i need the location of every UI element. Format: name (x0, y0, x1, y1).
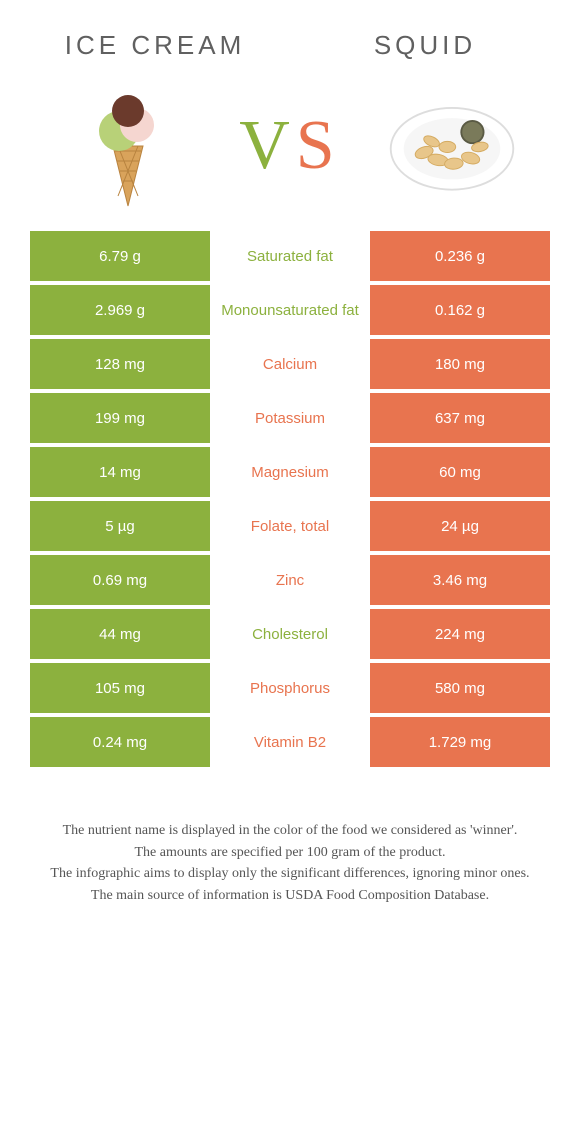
title-right: SQUID (290, 30, 560, 61)
table-row: 128 mgCalcium180 mg (30, 339, 550, 389)
table-row: 199 mgPotassium637 mg (30, 393, 550, 443)
table-row: 6.79 gSaturated fat0.236 g (30, 231, 550, 281)
nutrient-label: Folate, total (210, 501, 370, 551)
table-row: 0.69 mgZinc3.46 mg (30, 555, 550, 605)
value-left: 105 mg (30, 663, 210, 713)
nutrient-label: Zinc (210, 555, 370, 605)
squid-image (387, 81, 517, 211)
footnote: The infographic aims to display only the… (40, 864, 540, 884)
value-right: 180 mg (370, 339, 550, 389)
nutrient-label: Vitamin B2 (210, 717, 370, 767)
footnote: The main source of information is USDA F… (40, 886, 540, 906)
value-right: 0.162 g (370, 285, 550, 335)
value-right: 24 µg (370, 501, 550, 551)
table-row: 44 mgCholesterol224 mg (30, 609, 550, 659)
value-left: 199 mg (30, 393, 210, 443)
table-row: 105 mgPhosphorus580 mg (30, 663, 550, 713)
footnote: The amounts are specified per 100 gram o… (40, 843, 540, 863)
vs-s: S (296, 106, 341, 186)
value-left: 128 mg (30, 339, 210, 389)
value-left: 5 µg (30, 501, 210, 551)
nutrient-label: Cholesterol (210, 609, 370, 659)
value-right: 580 mg (370, 663, 550, 713)
nutrient-label: Phosphorus (210, 663, 370, 713)
value-right: 224 mg (370, 609, 550, 659)
nutrient-table: 6.79 gSaturated fat0.236 g2.969 gMonouns… (0, 231, 580, 767)
value-right: 60 mg (370, 447, 550, 497)
value-right: 1.729 mg (370, 717, 550, 767)
value-left: 0.24 mg (30, 717, 210, 767)
value-left: 2.969 g (30, 285, 210, 335)
footnotes: The nutrient name is displayed in the co… (0, 771, 580, 927)
images-row: VS (0, 71, 580, 231)
nutrient-label: Potassium (210, 393, 370, 443)
footnote: The nutrient name is displayed in the co… (40, 821, 540, 841)
table-row: 5 µgFolate, total24 µg (30, 501, 550, 551)
title-left: ICE CREAM (20, 30, 290, 61)
table-row: 14 mgMagnesium60 mg (30, 447, 550, 497)
nutrient-label: Calcium (210, 339, 370, 389)
value-left: 44 mg (30, 609, 210, 659)
table-row: 2.969 gMonounsaturated fat0.162 g (30, 285, 550, 335)
vs-v: V (239, 106, 296, 186)
value-left: 6.79 g (30, 231, 210, 281)
value-right: 637 mg (370, 393, 550, 443)
value-right: 3.46 mg (370, 555, 550, 605)
value-left: 14 mg (30, 447, 210, 497)
vs-label: VS (239, 106, 341, 186)
value-left: 0.69 mg (30, 555, 210, 605)
nutrient-label: Magnesium (210, 447, 370, 497)
ice-cream-image (63, 81, 193, 211)
value-right: 0.236 g (370, 231, 550, 281)
header-titles: ICE CREAM SQUID (0, 0, 580, 71)
nutrient-label: Monounsaturated fat (210, 285, 370, 335)
table-row: 0.24 mgVitamin B21.729 mg (30, 717, 550, 767)
nutrient-label: Saturated fat (210, 231, 370, 281)
